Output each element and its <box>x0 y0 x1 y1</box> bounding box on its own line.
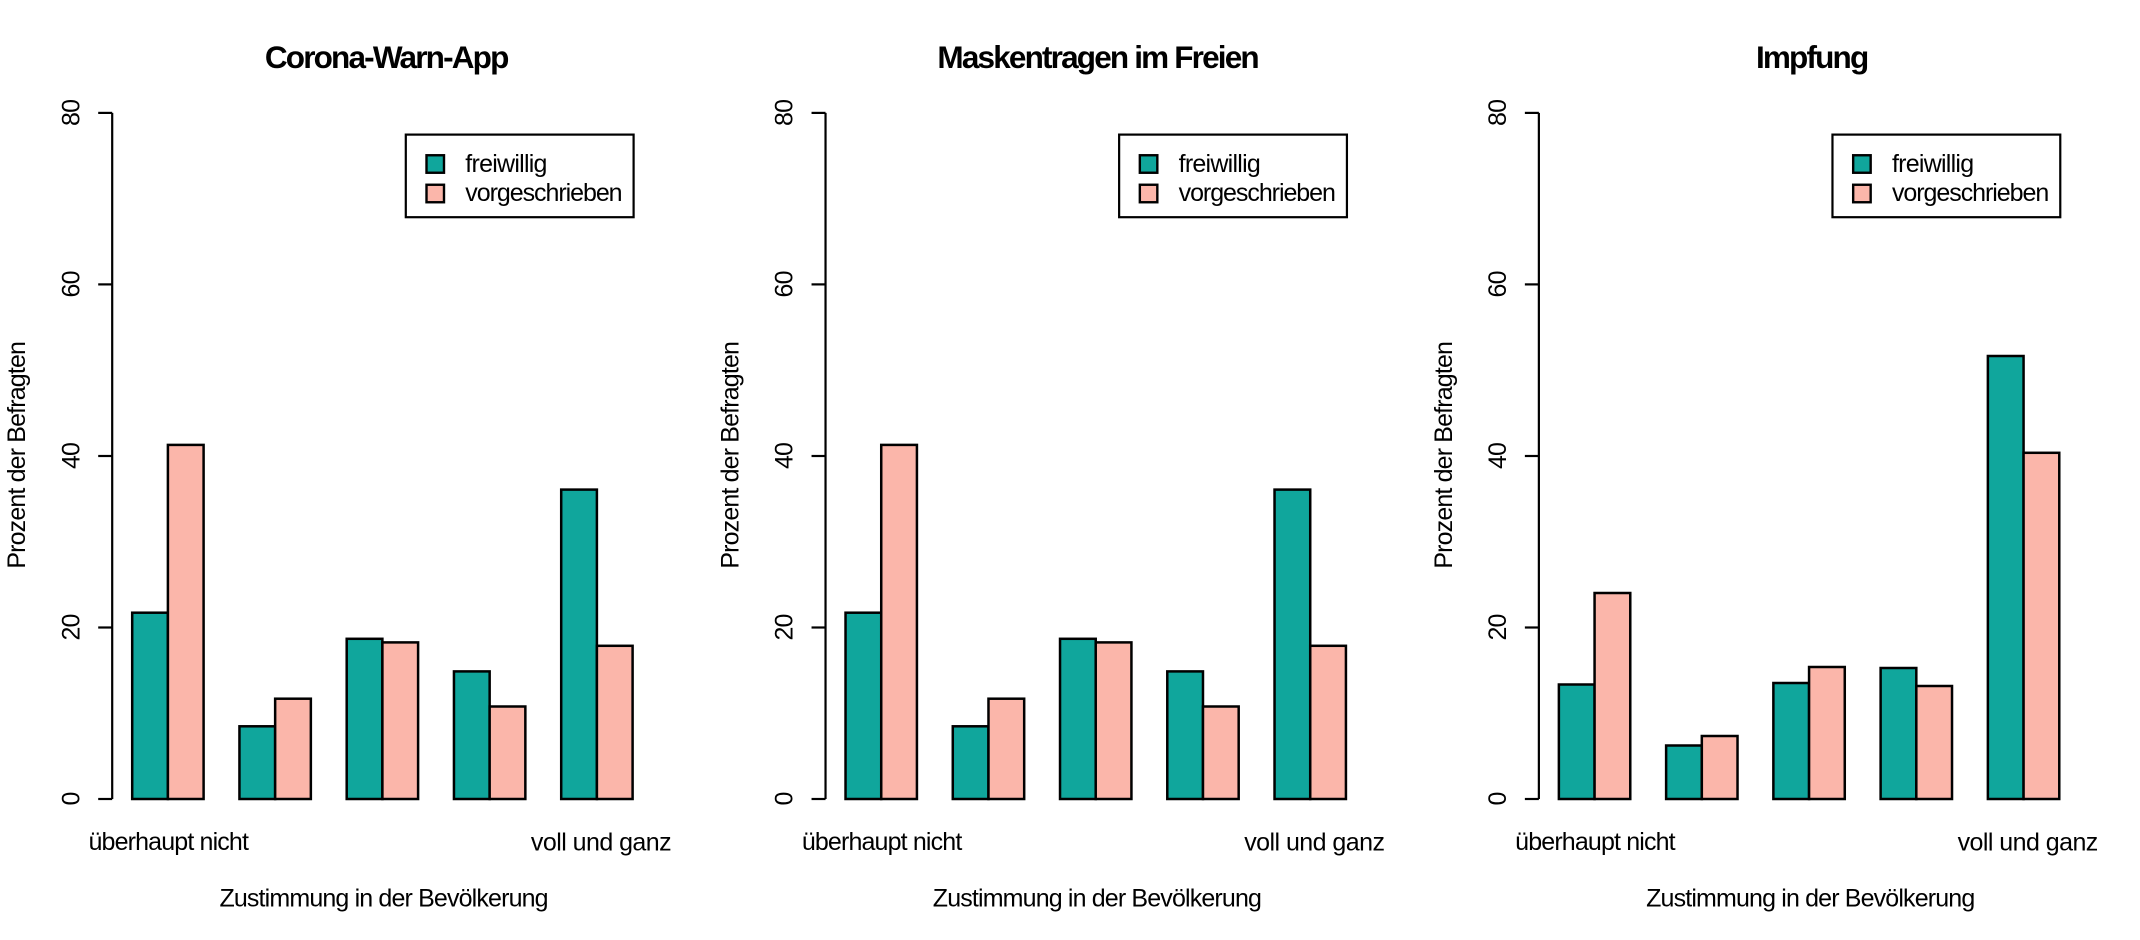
svg-text:Corona-Warn-App: Corona-Warn-App <box>265 39 508 75</box>
svg-text:freiwillig: freiwillig <box>1892 150 1973 178</box>
svg-text:40: 40 <box>771 443 799 469</box>
svg-text:40: 40 <box>57 443 85 469</box>
svg-text:60: 60 <box>771 271 799 297</box>
svg-text:freiwillig: freiwillig <box>1179 150 1260 178</box>
svg-text:60: 60 <box>57 271 85 297</box>
svg-text:80: 80 <box>57 100 85 126</box>
svg-text:0: 0 <box>771 792 799 805</box>
svg-text:Prozent der Befragten: Prozent der Befragten <box>717 342 745 569</box>
svg-text:20: 20 <box>1484 614 1512 640</box>
svg-text:20: 20 <box>771 614 799 640</box>
svg-text:Prozent der Befragten: Prozent der Befragten <box>3 342 31 569</box>
svg-text:40: 40 <box>1484 443 1512 469</box>
svg-text:Impfung: Impfung <box>1756 39 1868 75</box>
svg-text:Zustimmung in der Bevölkerung: Zustimmung in der Bevölkerung <box>1646 885 1974 913</box>
svg-text:überhaupt nicht: überhaupt nicht <box>802 828 963 856</box>
svg-text:vorgeschrieben: vorgeschrieben <box>465 179 621 207</box>
svg-text:vorgeschrieben: vorgeschrieben <box>1179 179 1335 207</box>
svg-text:voll und ganz: voll und ganz <box>1958 828 2098 856</box>
svg-text:voll und ganz: voll und ganz <box>531 828 671 856</box>
svg-text:überhaupt nicht: überhaupt nicht <box>88 828 249 856</box>
svg-text:80: 80 <box>771 100 799 126</box>
svg-text:freiwillig: freiwillig <box>465 150 546 178</box>
svg-text:60: 60 <box>1484 271 1512 297</box>
svg-text:voll und ganz: voll und ganz <box>1244 828 1384 856</box>
svg-text:Zustimmung in der Bevölkerung: Zustimmung in der Bevölkerung <box>219 885 547 913</box>
svg-text:Zustimmung in der Bevölkerung: Zustimmung in der Bevölkerung <box>933 885 1261 913</box>
svg-text:Prozent der Befragten: Prozent der Befragten <box>1430 342 1458 569</box>
svg-text:vorgeschrieben: vorgeschrieben <box>1892 179 2048 207</box>
svg-text:0: 0 <box>57 792 85 805</box>
svg-text:80: 80 <box>1484 100 1512 126</box>
svg-text:0: 0 <box>1484 792 1512 805</box>
svg-text:überhaupt nicht: überhaupt nicht <box>1515 828 1676 856</box>
svg-text:Maskentragen im Freien: Maskentragen im Freien <box>937 39 1258 75</box>
svg-text:20: 20 <box>57 614 85 640</box>
